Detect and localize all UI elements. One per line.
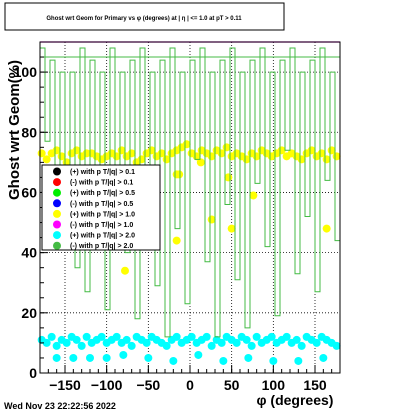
series-line-green-step — [40, 47, 340, 338]
legend-box — [41, 164, 161, 251]
data-point — [217, 338, 226, 347]
x-tick-label: −150 — [49, 377, 81, 393]
data-point — [127, 149, 136, 158]
data-point — [172, 236, 181, 245]
data-point — [162, 341, 171, 350]
data-point — [219, 356, 228, 365]
legend-marker — [53, 241, 61, 250]
y-tick-label: 60 — [21, 184, 37, 200]
data-point — [86, 353, 94, 362]
data-point — [182, 140, 191, 149]
data-point — [121, 266, 129, 275]
legend-marker — [53, 178, 61, 187]
data-point — [42, 338, 51, 347]
x-axis-label: φ (degrees) — [257, 392, 334, 408]
data-point — [72, 335, 81, 344]
data-point — [244, 353, 253, 362]
data-point — [112, 332, 121, 341]
data-point — [52, 353, 61, 362]
timestamp: Wed Nov 23 22:22:56 2022 — [4, 401, 116, 411]
data-point — [267, 332, 276, 341]
data-point — [175, 170, 184, 179]
data-point — [222, 143, 231, 152]
data-point — [196, 158, 205, 167]
y-tick-label: 20 — [21, 305, 37, 321]
legend-marker — [53, 231, 61, 240]
data-point — [227, 224, 236, 233]
data-point — [297, 341, 306, 350]
data-point — [242, 335, 251, 344]
data-point — [82, 332, 91, 341]
data-point — [249, 191, 258, 200]
chart-title: Ghost wrt Geom for Primary vs φ (degrees… — [46, 16, 242, 22]
legend: (+) with p T/|q| > 0.1 (-) with p T/|q| >… — [41, 164, 161, 251]
x-tick-label: −50 — [136, 377, 160, 393]
x-tick-label: −100 — [91, 377, 123, 393]
legend-label: (+) with p T/|q| > 0.5 — [70, 190, 135, 197]
data-point — [269, 356, 278, 365]
title-box: Ghost wrt Geom for Primary vs φ (degrees… — [4, 2, 285, 31]
data-point — [47, 332, 56, 341]
data-point — [102, 353, 111, 362]
data-point — [42, 155, 51, 164]
data-point — [292, 335, 301, 344]
legend-label: (-) with p T/|q| > 1.0 — [70, 222, 133, 229]
data-point — [232, 338, 241, 347]
data-point — [319, 353, 328, 362]
legend-label: (-) with p T/|q| > 0.5 — [70, 201, 133, 208]
data-point — [52, 341, 61, 350]
legend-label: (-) with p T/|q| > 2.0 — [70, 243, 133, 250]
legend-marker — [53, 220, 61, 229]
data-point — [312, 338, 321, 347]
data-point — [69, 353, 78, 362]
data-point — [252, 332, 261, 341]
data-point — [282, 332, 291, 341]
data-point — [294, 356, 303, 365]
data-point — [97, 332, 106, 341]
legend-label: (+) with p T/|q| > 1.0 — [70, 211, 135, 218]
legend-marker — [53, 167, 61, 176]
data-point — [207, 215, 216, 224]
data-point — [77, 341, 86, 350]
data-point — [322, 224, 331, 233]
y-tick-label: 0 — [29, 365, 37, 381]
y-tick-label: 40 — [21, 245, 37, 261]
data-point — [247, 341, 256, 350]
data-point — [322, 155, 331, 164]
data-point — [62, 338, 71, 347]
legend-label: (-) with p T/|q| > 0.1 — [70, 180, 133, 187]
legend-label: (+) with p T/|q| > 2.0 — [70, 233, 135, 240]
data-point — [169, 356, 178, 365]
data-point — [187, 332, 196, 341]
data-point — [202, 332, 211, 341]
title-box-frame — [4, 2, 285, 31]
y-axis-label: Ghost wrt Geom(%) — [6, 60, 23, 200]
x-tick-label: 100 — [262, 377, 286, 393]
data-point — [194, 350, 203, 359]
x-tick-label: 50 — [224, 377, 240, 393]
legend-marker — [53, 188, 61, 197]
legend-label: (+) with p T/|q| > 0.1 — [70, 169, 135, 176]
data-point — [122, 335, 131, 344]
data-point — [332, 152, 341, 161]
data-point — [127, 341, 136, 350]
axes-layer: −150 −100 −50 0 50 100 150 0 20 40 60 80 100 — [14, 41, 341, 393]
data-point — [172, 332, 181, 341]
data-point — [332, 341, 341, 350]
x-tick-label: 0 — [186, 377, 194, 393]
data-point — [119, 350, 128, 359]
data-point — [224, 173, 233, 182]
y-tick-label: 100 — [14, 64, 38, 80]
x-tick-label: 150 — [303, 377, 327, 393]
data-point — [207, 341, 216, 350]
legend-marker — [53, 199, 61, 208]
data-point — [142, 338, 151, 347]
y-tick-label: 80 — [21, 124, 37, 140]
legend-marker — [53, 209, 61, 218]
data-point — [144, 353, 153, 362]
